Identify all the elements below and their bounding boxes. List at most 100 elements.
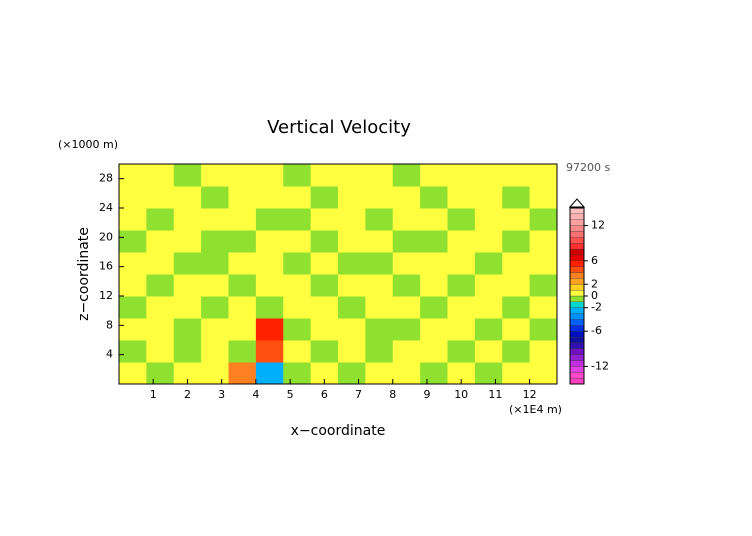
colorbar-arrow (568, 198, 586, 208)
colorbar-segment (569, 231, 585, 238)
field-cell (201, 230, 229, 253)
field-cell (173, 340, 202, 363)
field-cell (146, 362, 175, 385)
field-cell (447, 252, 476, 275)
colorbar-segment (569, 272, 585, 279)
field-cell (529, 318, 558, 341)
field-cell (283, 230, 312, 253)
field-cell (365, 318, 394, 341)
colorbar-segment (569, 260, 585, 267)
field-cell (529, 340, 558, 363)
field-cell (310, 186, 339, 209)
field-cell (338, 208, 366, 231)
field-cell (420, 252, 448, 275)
field-cell (529, 362, 558, 385)
field-cell (338, 230, 366, 253)
field-cell (529, 252, 558, 275)
field-cell (474, 340, 503, 363)
x-tick-label: 2 (184, 388, 191, 401)
colorbar-tick-label: 6 (591, 254, 598, 267)
x-tick-label: 4 (252, 388, 259, 401)
y-tick-label: 24 (99, 201, 113, 214)
field-cell (447, 318, 476, 341)
x-axis-label: x−coordinate (291, 423, 386, 439)
field-cell (310, 164, 339, 187)
colorbar-tick-label: -6 (591, 324, 602, 337)
colorbar-segment (569, 254, 585, 261)
field-cell (365, 208, 394, 231)
field-cell (365, 362, 394, 385)
field-cell (502, 208, 531, 231)
colorbar-segment (569, 295, 585, 303)
colorbar-segment (569, 237, 585, 244)
field-cell (146, 208, 175, 231)
field-cell (228, 318, 257, 341)
field-cell (310, 318, 339, 341)
field-cell (146, 164, 175, 187)
colorbar-tick-label: 0 (591, 289, 598, 302)
field-cell (201, 296, 229, 319)
field-cell (119, 318, 147, 341)
field-cell (283, 186, 312, 209)
field-cell (502, 340, 531, 363)
field-cell (228, 362, 257, 385)
field-cell (119, 208, 147, 231)
colorbar-segment (569, 213, 585, 220)
field-cell (119, 296, 147, 319)
field-cell (201, 274, 229, 297)
field-cell (255, 186, 284, 209)
field-cell (392, 208, 421, 231)
field-cell (447, 340, 476, 363)
field-cell (255, 362, 284, 385)
field-cell (173, 274, 202, 297)
y-tick-label: 16 (99, 260, 113, 273)
field-cell (502, 186, 531, 209)
x-tick-label: 11 (488, 388, 502, 401)
field-cell (365, 230, 394, 253)
field-cell (365, 186, 394, 209)
field-cell (502, 318, 531, 341)
field-cell (365, 252, 394, 275)
x-tick-label: 9 (423, 388, 430, 401)
colorbar-segment (569, 225, 585, 232)
field-cell (392, 252, 421, 275)
field-cell (392, 318, 421, 341)
y-tick-label: 20 (99, 230, 113, 243)
field-cell (502, 164, 531, 187)
field-cell (310, 208, 339, 231)
field-cell (310, 230, 339, 253)
colorbar-segment (569, 278, 585, 285)
field-cell (310, 274, 339, 297)
field-cell (146, 230, 175, 253)
field-cell (201, 252, 229, 275)
field-cell (228, 340, 257, 363)
colorbar-segment (569, 354, 585, 361)
field-cell (228, 296, 257, 319)
field-cell (502, 230, 531, 253)
field-cell (392, 186, 421, 209)
field-cell (255, 208, 284, 231)
field-cell (119, 340, 147, 363)
field-cell (228, 208, 257, 231)
field-cell (228, 186, 257, 209)
field-cell (201, 362, 229, 385)
field-cell (529, 274, 558, 297)
colorbar-segment (569, 207, 585, 215)
field-cell (502, 274, 531, 297)
field-cell (255, 274, 284, 297)
field-cell (474, 362, 503, 385)
field-cell (502, 296, 531, 319)
field-cell (420, 274, 448, 297)
field-cell (173, 186, 202, 209)
colorbar-segment (569, 360, 585, 367)
field-cell (529, 186, 558, 209)
field-cell (228, 252, 257, 275)
colorbar-segment (569, 377, 585, 385)
field-cell (392, 164, 421, 187)
field-cell (474, 164, 503, 187)
colorbar-tick-label: 2 (591, 277, 598, 290)
y-tick-label: 12 (99, 289, 113, 302)
field-cell (146, 274, 175, 297)
field-cell (228, 274, 257, 297)
field-cell (201, 186, 229, 209)
